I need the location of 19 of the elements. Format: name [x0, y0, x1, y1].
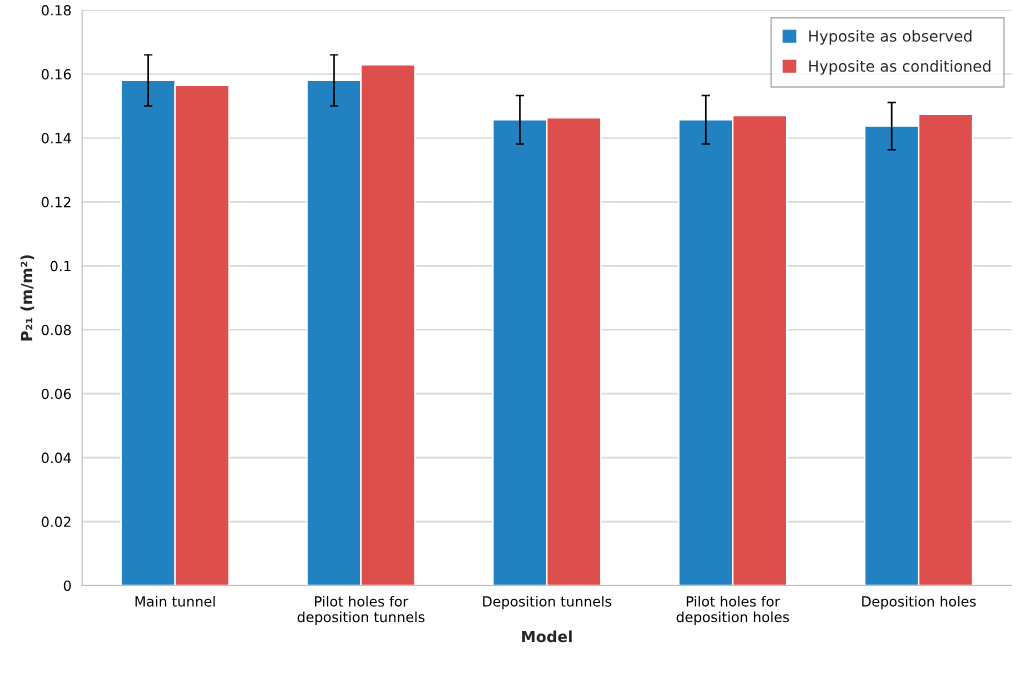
y-tick-label: 0.14 — [41, 132, 71, 144]
y-tick-label: 0.02 — [41, 516, 71, 528]
x-tick-label: Pilot holes for deposition tunnels — [297, 595, 425, 625]
x-tick-label: Deposition tunnels — [483, 595, 612, 610]
x-tick-label: Pilot holes for deposition holes — [676, 595, 789, 625]
y-tick-label: 0.16 — [41, 69, 71, 80]
y-tick-label: 0.04 — [41, 452, 71, 464]
legend-label: Hyposite as conditioned — [809, 60, 991, 75]
y-tick-label: 0.08 — [41, 324, 71, 336]
x-tick-label: Deposition holes — [862, 595, 976, 610]
x-axis-title: Model — [522, 630, 572, 643]
y-tick-label: 0.18 — [41, 5, 71, 16]
legend-label: Hyposite as observed — [809, 29, 972, 45]
y-tick-label: 0.12 — [41, 196, 71, 208]
y-axis-title: P₂₁ (m/m²) — [20, 255, 35, 341]
y-tick-label: 0 — [63, 580, 71, 591]
x-tick-label: Main tunnel — [135, 595, 215, 607]
y-tick-label: 0.06 — [41, 388, 71, 400]
y-tick-label: 0.1 — [50, 260, 71, 272]
